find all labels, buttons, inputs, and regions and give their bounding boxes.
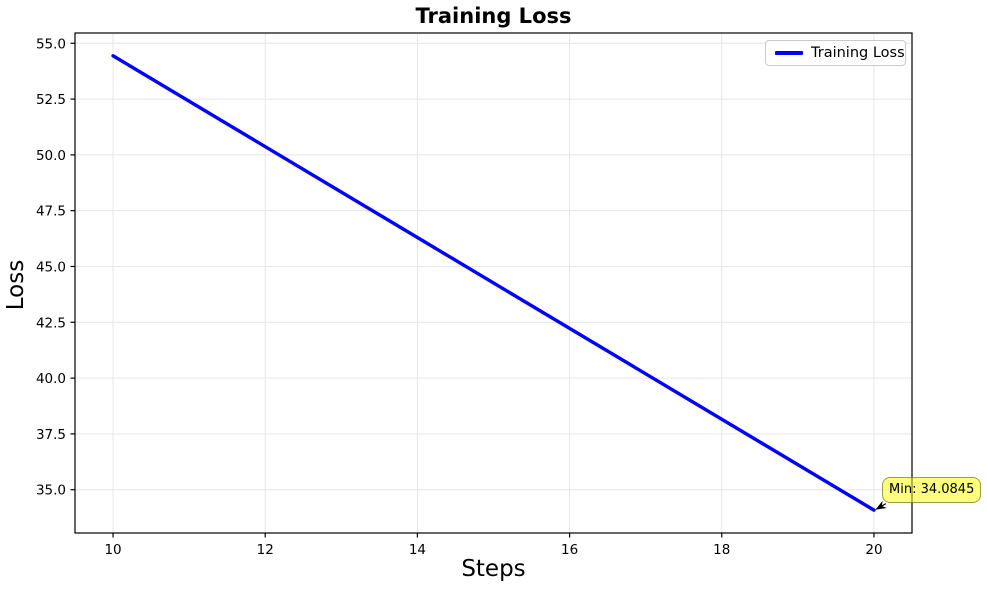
x-tick-label: 16 [561, 542, 578, 558]
legend-label: Training Loss [811, 45, 905, 61]
legend: Training Loss [765, 40, 906, 66]
x-tick-label: 20 [865, 542, 882, 558]
x-tick-label: 14 [409, 542, 426, 558]
x-tick-label: 12 [257, 542, 274, 558]
annotation-arrow [875, 500, 887, 510]
chart-title: Training Loss [415, 4, 572, 28]
x-tick-label: 18 [713, 542, 730, 558]
axes-frame [74, 32, 913, 534]
y-tick-label: 35.0 [36, 483, 66, 499]
y-tick-label: 50.0 [36, 148, 66, 164]
y-axis-label: Loss [3, 259, 29, 311]
min-loss-annotation: Min: 34.0845 [882, 477, 982, 503]
y-tick-label: 55.0 [36, 36, 66, 52]
y-tick-label: 45.0 [36, 259, 66, 275]
training-loss-line [111, 54, 876, 512]
y-tick-label: 42.5 [36, 315, 66, 331]
y-tick-label: 52.5 [36, 92, 66, 108]
legend-line-sample [775, 51, 803, 55]
x-tick-label: 10 [104, 542, 121, 558]
y-tick-label: 40.0 [36, 371, 66, 387]
x-axis-label: Steps [461, 556, 526, 582]
y-tick-label: 37.5 [36, 427, 66, 443]
y-tick-label: 47.5 [36, 204, 66, 220]
